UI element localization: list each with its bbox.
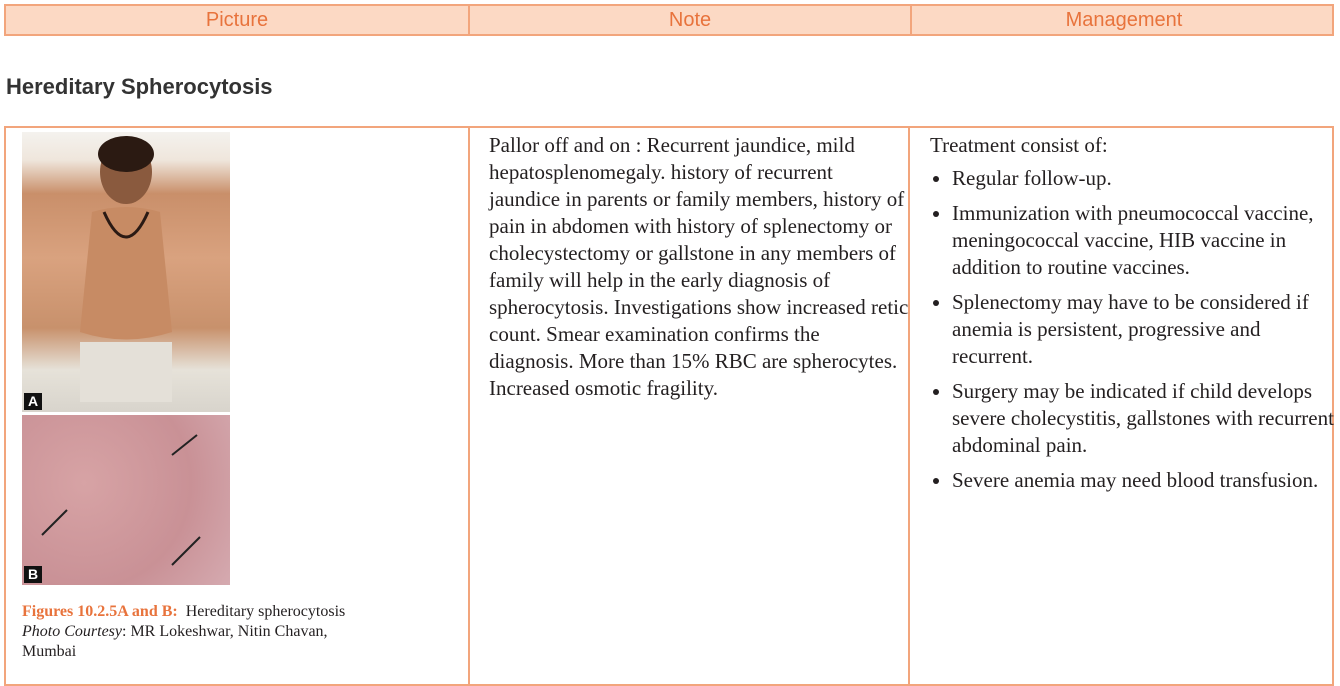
divider: [468, 128, 470, 684]
photo-b: B: [22, 415, 230, 585]
column-header: Management: [1065, 9, 1183, 31]
column-header: Picture: [6, 6, 470, 34]
figure-caption: Figures 10.2.5A and B: Hereditary sphero…: [22, 602, 382, 662]
management: Treatment consist of: Regular follow-up.…: [930, 132, 1335, 502]
figure-label: A: [24, 393, 43, 410]
management-item: Regular follow-up.: [952, 165, 1335, 192]
management-item: Splenectomy may have to be considered if…: [952, 289, 1335, 370]
management-intro: Treatment consist of:: [930, 133, 1108, 157]
table-body: A B Figures 10.2.5A and B: Hereditary sp…: [4, 126, 1334, 686]
column-header: Note: [470, 6, 912, 34]
management-item: Severe anemia may need blood transfusion…: [952, 467, 1335, 494]
courtesy-label: Photo Courtesy: [22, 623, 122, 640]
table-header: Picture Note Management: [4, 4, 1334, 36]
smear-arrows: [41, 434, 201, 566]
photo-a: A: [22, 132, 230, 412]
note-text: Pallor off and on : Recurrent jaundice, …: [489, 133, 909, 400]
figure-label: B: [24, 566, 43, 583]
caption-text: Hereditary spherocytosis: [185, 603, 346, 620]
section-title: Hereditary Spherocytosis: [6, 74, 273, 99]
caption-label: Figures 10.2.5A and B:: [22, 603, 178, 620]
management-item: Surgery may be indicated if child develo…: [952, 378, 1335, 459]
management-item: Immunization with pneumococcal vaccine, …: [952, 200, 1335, 281]
management-list: Regular follow-up. Immunization with pneu…: [930, 165, 1335, 494]
divider: [908, 128, 910, 684]
courtesy-text: : MR Lokeshwar, Nitin Chavan, Mumbai: [22, 623, 328, 660]
photo-figure: [80, 136, 172, 402]
